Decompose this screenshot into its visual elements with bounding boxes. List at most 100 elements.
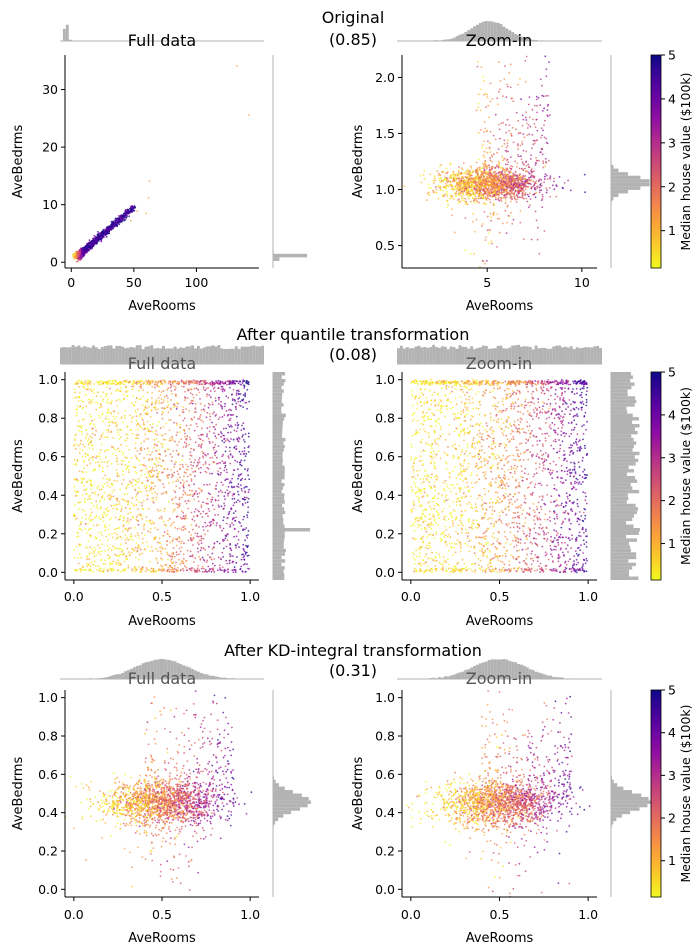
scatter-point (91, 241, 94, 244)
scatter-point (136, 210, 139, 212)
scatter-point (469, 252, 472, 255)
top-hist-bar (243, 346, 247, 364)
scatter-point (546, 189, 548, 192)
scatter-point (105, 236, 108, 238)
scatter-point (171, 393, 173, 395)
scatter-point (540, 182, 542, 185)
scatter-point (486, 151, 489, 154)
scatter-point (114, 221, 117, 224)
right-hist-bar (273, 541, 284, 546)
scatter-point (451, 214, 453, 217)
scatter-point (496, 177, 499, 180)
scatter-point (139, 548, 142, 551)
scatter-point (478, 178, 481, 181)
scatter-point (125, 209, 128, 211)
scatter-point (234, 405, 237, 408)
scatter-point (222, 453, 225, 456)
scatter-point (217, 504, 220, 507)
scatter-point (525, 119, 528, 121)
scatter-point (445, 191, 448, 193)
scatter-point (92, 563, 95, 566)
right-hist-bar (273, 465, 285, 470)
scatter-point (489, 100, 492, 103)
right-hist-bar (611, 179, 650, 183)
scatter-point (533, 184, 535, 187)
scatter-point (115, 218, 118, 221)
scatter-point (79, 523, 82, 525)
scatter-point (118, 564, 120, 567)
scatter-point (197, 467, 200, 470)
scatter-point (78, 406, 81, 408)
scatter-point (539, 104, 542, 107)
scatter-point (157, 509, 160, 512)
scatter-point (221, 529, 223, 532)
right-hist-bar (273, 441, 284, 445)
right-hist-bar (273, 479, 282, 483)
scatter-point (472, 192, 475, 195)
scatter-point (551, 184, 554, 187)
scatter-point (466, 176, 468, 179)
scatter-point (519, 77, 521, 80)
scatter-point (530, 170, 533, 173)
scatter-point (521, 196, 524, 199)
scatter-point (543, 230, 546, 232)
scatter-point (541, 134, 543, 137)
scatter-point (73, 258, 75, 261)
scatter-point (493, 170, 495, 173)
scatter-point (490, 154, 493, 157)
scatter-point (541, 84, 543, 87)
scatter-point (140, 501, 143, 504)
scatter-point (520, 98, 522, 101)
scatter-point (154, 491, 156, 494)
scatter-point (196, 532, 199, 535)
scatter-point (495, 193, 497, 196)
scatter-point (224, 464, 227, 467)
scatter-point (204, 521, 207, 524)
top-hist-bar (77, 345, 81, 364)
scatter-point (465, 193, 468, 196)
scatter-point (106, 465, 109, 468)
scatter-point (107, 495, 109, 497)
right-hist-bar (273, 406, 282, 411)
scatter-point (482, 76, 484, 78)
x-tick-label: 5 (483, 275, 491, 290)
scatter-point (196, 380, 199, 383)
scatter-point (244, 433, 247, 435)
scatter-point (506, 205, 509, 208)
scatter-point (104, 456, 107, 459)
right-hist-bar (273, 382, 284, 386)
scatter-point (174, 496, 177, 499)
scatter-point (535, 95, 538, 98)
scatter-point (486, 215, 489, 218)
scatter-point (451, 184, 454, 187)
scatter-point (534, 126, 537, 129)
scatter-point (544, 55, 547, 58)
scatter-point (194, 532, 197, 535)
scatter-point (505, 184, 507, 187)
scatter-point (109, 477, 112, 480)
scatter-point (499, 182, 502, 185)
scatter-point (498, 165, 501, 167)
scatter-point (495, 197, 497, 200)
scatter-point (500, 187, 503, 190)
scatter-point (512, 100, 515, 103)
scatter-point (73, 485, 76, 488)
scatter-point (437, 174, 440, 177)
scatter-point (516, 179, 519, 182)
scatter-point (440, 178, 443, 181)
scatter-point (130, 481, 133, 484)
scatter-point (457, 202, 460, 204)
scatter-point (454, 177, 457, 180)
scatter-point (458, 166, 460, 168)
scatter-point (452, 180, 454, 183)
scatter-point (480, 225, 483, 227)
scatter-point (504, 149, 507, 152)
scatter-point (503, 78, 506, 80)
scatter-point (503, 180, 505, 183)
scatter-point (461, 190, 463, 193)
scatter-point (221, 551, 224, 554)
scatter-point (204, 461, 207, 463)
scatter-point (499, 137, 501, 140)
scatter-point (490, 168, 492, 171)
